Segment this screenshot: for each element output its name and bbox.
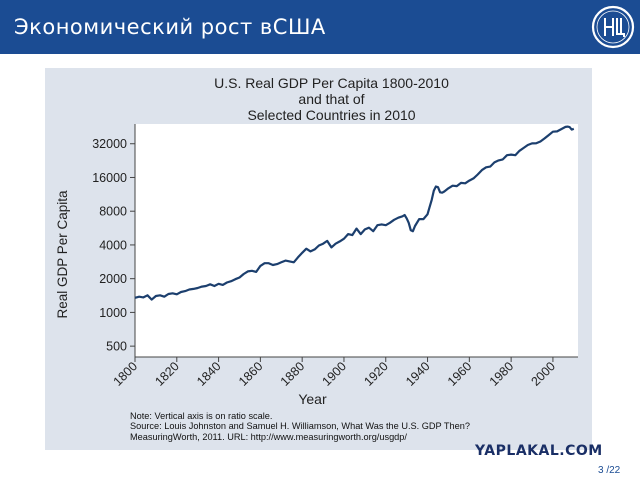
- y-tick-label: 8000: [99, 205, 127, 219]
- chart-title-line: Selected Countries in 2010: [247, 107, 415, 123]
- x-axis-title: Year: [298, 391, 327, 407]
- chart-figure: U.S. Real GDP Per Capita 1800-2010 and th…: [45, 68, 592, 450]
- university-logo: [591, 5, 635, 49]
- note-line: Note: Vertical axis is on ratio scale.: [130, 411, 273, 421]
- x-tick-label: 1820: [152, 359, 182, 389]
- x-tick-label: 1860: [236, 359, 266, 389]
- x-tick-label: 1800: [111, 359, 141, 389]
- page-number: 3 /22: [598, 465, 621, 476]
- x-tick-label: 1920: [361, 359, 391, 389]
- x-tick-label: 1880: [278, 359, 308, 389]
- x-tick-label: 2000: [528, 359, 558, 389]
- watermark: YAPLAKAL.COM: [475, 443, 603, 459]
- y-axis-title: Real GDP Per Capita: [55, 190, 70, 319]
- y-tick-label: 2000: [99, 272, 127, 286]
- chart-title-line: and that of: [298, 91, 364, 107]
- slide-header: Экономический рост вСША: [0, 0, 640, 54]
- x-tick-label: 1900: [320, 359, 350, 389]
- y-tick-label: 4000: [99, 238, 127, 252]
- y-tick-label: 16000: [92, 171, 127, 185]
- x-tick-label: 1840: [194, 359, 224, 389]
- gdp-series-line: [134, 125, 575, 301]
- note-line: MeasuringWorth, 2011. URL: http://www.me…: [130, 431, 407, 442]
- slide-title: Экономический рост вСША: [14, 15, 326, 39]
- chart-title-line: U.S. Real GDP Per Capita 1800-2010: [214, 75, 449, 91]
- plot-area: [135, 124, 578, 357]
- x-tick-label: 1980: [487, 359, 517, 389]
- y-tick-label: 1000: [99, 306, 127, 320]
- y-tick-label: 32000: [92, 137, 127, 151]
- x-tick-label: 1940: [403, 359, 433, 389]
- note-line: Source: Louis Johnston and Samuel H. Wil…: [130, 421, 470, 432]
- y-tick-label: 500: [106, 340, 127, 354]
- chart-note: Note: Vertical axis is on ratio scale. S…: [130, 411, 470, 442]
- x-tick-label: 1960: [445, 359, 475, 389]
